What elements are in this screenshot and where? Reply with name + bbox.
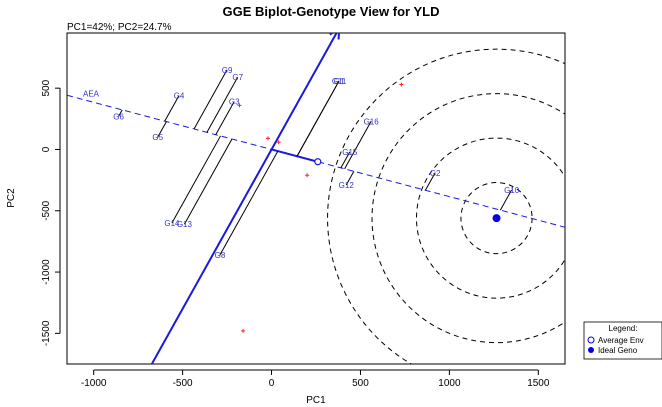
genotype-label: G16 bbox=[364, 117, 380, 126]
environment-marker bbox=[276, 140, 281, 145]
projection-line bbox=[296, 80, 340, 157]
concentric-circle bbox=[371, 93, 565, 344]
projection-line bbox=[157, 121, 167, 138]
legend-average-env-marker bbox=[587, 336, 595, 344]
x-axis-label: PC1 bbox=[306, 395, 326, 406]
y-axis: -1500 -1000 -500 0 500 bbox=[41, 79, 61, 346]
concentric-circle bbox=[327, 48, 565, 364]
projection-line bbox=[344, 121, 372, 170]
projection-line bbox=[215, 101, 235, 135]
plot-frame bbox=[66, 32, 566, 365]
y-axis-label: PC2 bbox=[6, 188, 17, 208]
plot-area bbox=[67, 33, 565, 379]
y-tick-label: -1000 bbox=[41, 259, 52, 285]
genotype-label: G9 bbox=[222, 66, 233, 75]
projection-line bbox=[345, 171, 355, 186]
x-tick-label: -500 bbox=[173, 378, 193, 389]
ordinate-arrowhead-bottom bbox=[143, 368, 152, 379]
projection-line bbox=[499, 189, 513, 211]
genotype-label: G2 bbox=[430, 169, 441, 178]
aea-label: AEA bbox=[83, 89, 100, 98]
genotype-label: G12 bbox=[339, 181, 355, 190]
x-tick-label: 0 bbox=[269, 378, 275, 389]
genotype-label: G14 bbox=[164, 219, 180, 228]
y-tick-label: 500 bbox=[41, 79, 52, 96]
y-tick-label: -500 bbox=[41, 200, 52, 220]
aea-line bbox=[67, 94, 565, 228]
environment-marker bbox=[241, 328, 246, 333]
environment-marker bbox=[305, 173, 310, 178]
genotype-label: G5 bbox=[152, 133, 163, 142]
genotype-label: G1 bbox=[334, 77, 345, 86]
projection-line bbox=[118, 109, 123, 117]
genotype-label: G10 bbox=[504, 186, 520, 195]
x-tick-label: -1000 bbox=[81, 378, 107, 389]
projection-line bbox=[424, 172, 436, 191]
x-axis: -1000 -500 0 500 1000 1500 bbox=[81, 369, 550, 389]
projection-line bbox=[193, 69, 228, 130]
chart-title: GGE Biplot-Genotype View for YLD bbox=[223, 4, 440, 19]
legend-ideal-geno: Ideal Geno bbox=[598, 346, 638, 355]
ordinate-axis-line bbox=[150, 33, 338, 364]
legend-ideal-geno-marker bbox=[588, 347, 594, 353]
genotype-label: G11 bbox=[332, 77, 347, 86]
environment-marker bbox=[265, 136, 270, 141]
x-tick-label: 1500 bbox=[527, 378, 550, 389]
projection-line bbox=[340, 151, 351, 169]
legend-box bbox=[583, 321, 662, 360]
x-tick-label: 1000 bbox=[438, 378, 461, 389]
legend-average-env: Average Env bbox=[598, 336, 644, 345]
genotype-label: G8 bbox=[215, 251, 226, 260]
genotype-label: G7 bbox=[232, 73, 243, 82]
x-tick-label: 500 bbox=[352, 378, 369, 389]
projection-line bbox=[206, 76, 239, 133]
ideal-genotype-marker bbox=[492, 214, 501, 223]
average-env-marker bbox=[314, 158, 322, 166]
ordinate-arrowhead-top bbox=[329, 33, 340, 40]
projection-line bbox=[219, 150, 279, 256]
environment-marker bbox=[237, 103, 242, 108]
genotype-label: G15 bbox=[342, 148, 358, 157]
projection-line bbox=[183, 138, 233, 225]
environment-marker bbox=[399, 82, 404, 87]
legend: Legend: Average Env Ideal Geno bbox=[583, 321, 662, 360]
average-env-vector bbox=[271, 148, 319, 163]
y-tick-label: -1500 bbox=[41, 320, 52, 346]
legend-title: Legend: bbox=[609, 324, 638, 333]
y-tick-label: 0 bbox=[41, 146, 52, 152]
projection-line bbox=[171, 135, 221, 224]
genotype-label: G13 bbox=[177, 220, 193, 229]
genotype-label: G3 bbox=[229, 98, 240, 107]
genotype-label: G4 bbox=[174, 92, 185, 101]
genotype-label: G6 bbox=[113, 112, 124, 121]
chart-subtitle: PC1=42%; PC2=24.7% bbox=[67, 22, 172, 33]
projection-line bbox=[164, 95, 180, 122]
